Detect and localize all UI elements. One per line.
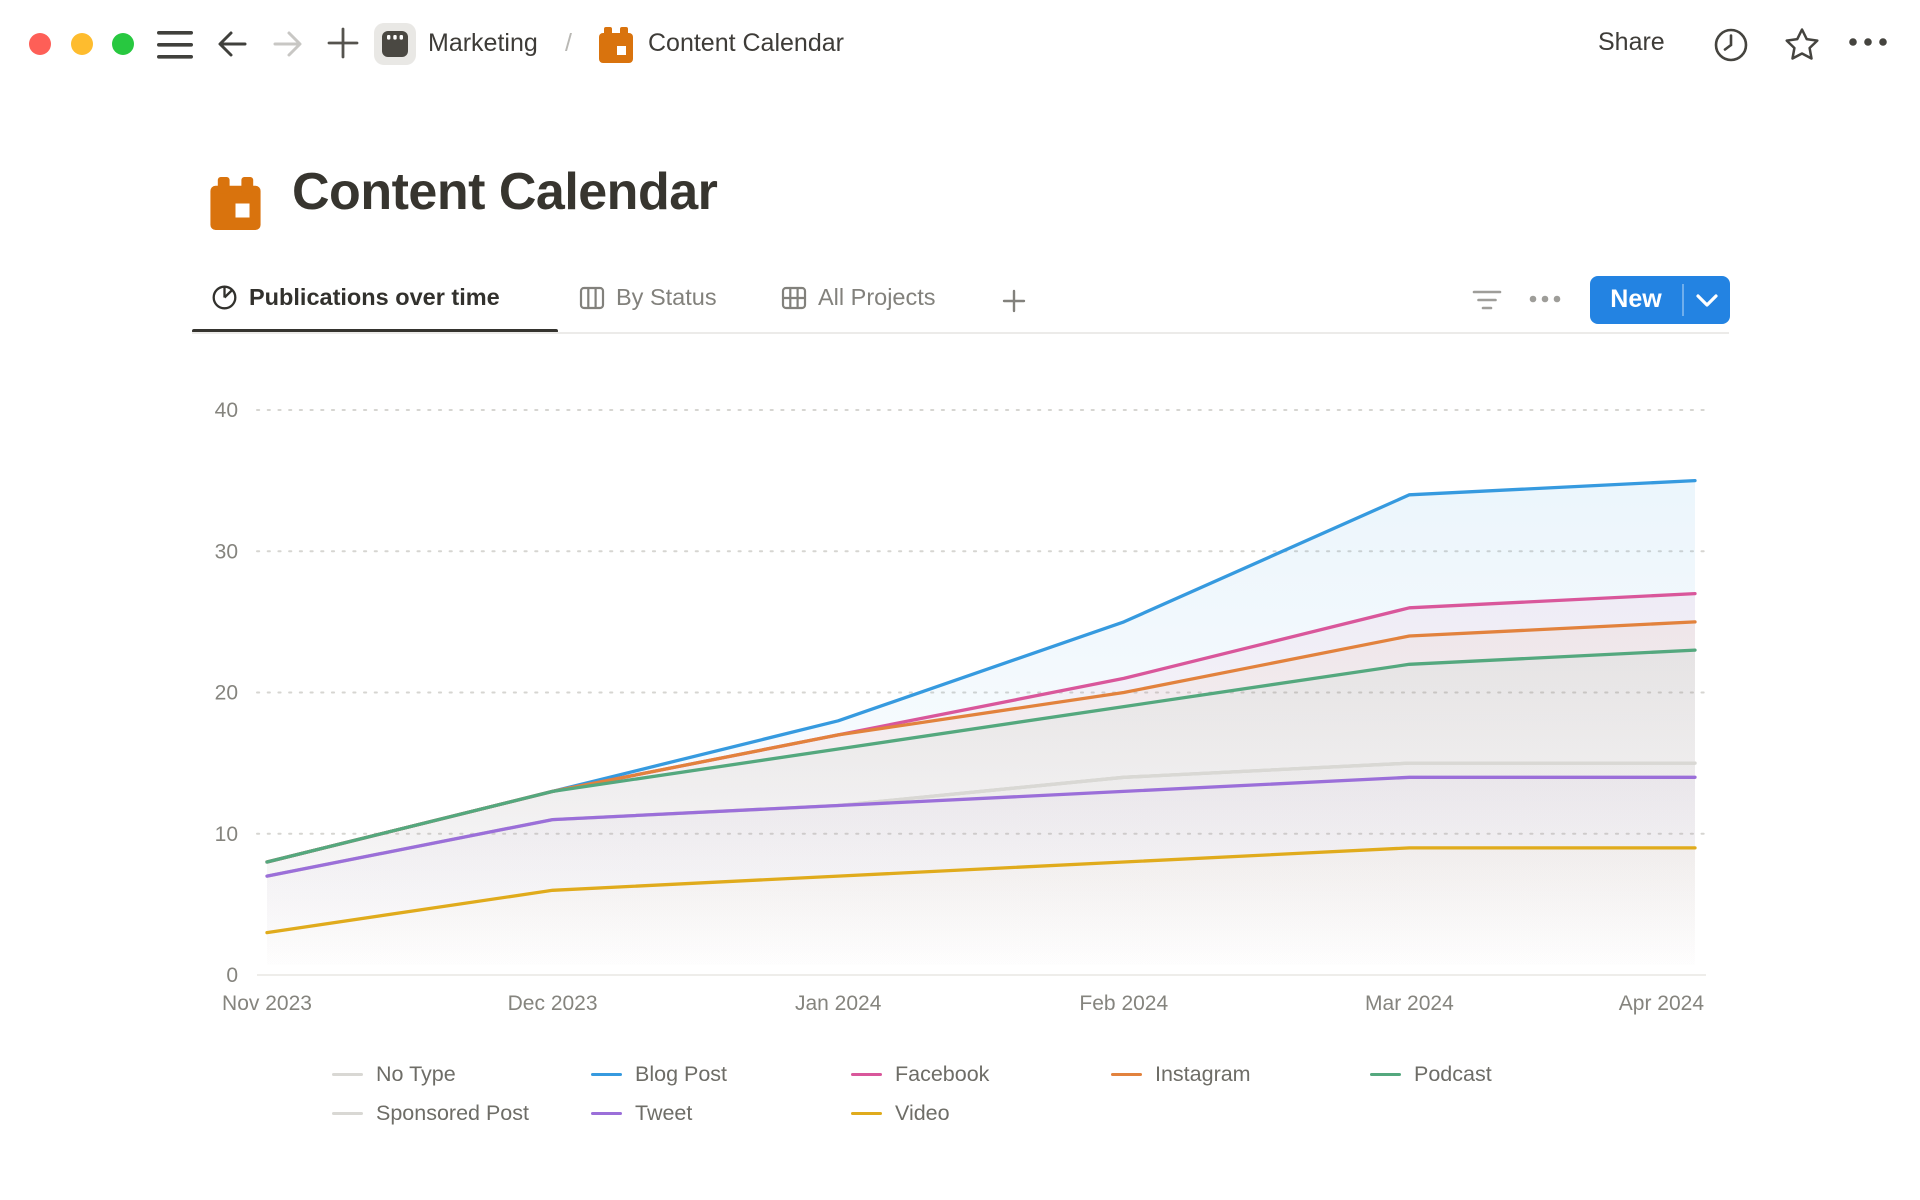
new-page-plus-icon[interactable] — [326, 26, 360, 60]
legend-swatch — [591, 1072, 622, 1077]
window-close-button[interactable] — [29, 33, 51, 55]
more-options-icon[interactable] — [1848, 36, 1890, 48]
legend-swatch — [332, 1111, 363, 1116]
svg-text:Jan 2024: Jan 2024 — [795, 992, 882, 1015]
legend-label: Facebook — [895, 1062, 990, 1086]
svg-text:Nov 2023: Nov 2023 — [222, 992, 312, 1015]
back-arrow-icon[interactable] — [214, 26, 250, 62]
svg-text:Dec 2023: Dec 2023 — [508, 992, 598, 1015]
tab-publications-over-time[interactable]: Publications over time — [211, 284, 500, 311]
svg-text:Apr 2024: Apr 2024 — [1619, 992, 1705, 1015]
filter-sort-icon[interactable] — [1472, 288, 1502, 314]
svg-text:10: 10 — [215, 823, 238, 846]
tab-label: By Status — [616, 284, 717, 310]
tab-label: All Projects — [818, 284, 936, 310]
favorite-star-icon[interactable] — [1782, 25, 1822, 65]
page-icon-calendar[interactable] — [206, 174, 265, 233]
svg-text:30: 30 — [215, 540, 238, 563]
breadcrumb-workspace[interactable]: Marketing — [428, 29, 538, 57]
window-zoom-button[interactable] — [112, 33, 134, 55]
legend-label: Tweet — [635, 1101, 693, 1125]
view-options-icon[interactable] — [1528, 294, 1562, 304]
legend-swatch — [851, 1072, 882, 1077]
svg-text:20: 20 — [215, 682, 238, 705]
forward-arrow-icon[interactable] — [270, 26, 306, 62]
svg-text:40: 40 — [215, 399, 238, 422]
new-button[interactable]: New — [1590, 276, 1730, 324]
page-title[interactable]: Content Calendar — [292, 163, 718, 221]
window-minimize-button[interactable] — [71, 33, 93, 55]
new-button-divider — [1682, 284, 1684, 316]
teamspace-icon[interactable] — [374, 23, 416, 65]
legend-label: Video — [895, 1101, 950, 1125]
tab-label: Publications over time — [249, 284, 500, 310]
legend-item: No Type — [332, 1062, 456, 1087]
legend-item: Video — [851, 1101, 950, 1126]
updates-clock-icon[interactable] — [1712, 26, 1750, 64]
legend-swatch — [851, 1111, 882, 1116]
tab-all-projects[interactable]: All Projects — [781, 284, 936, 311]
board-columns-icon — [579, 286, 605, 309]
legend-label: Podcast — [1414, 1062, 1492, 1086]
legend-label: No Type — [376, 1062, 456, 1086]
legend-label: Blog Post — [635, 1062, 728, 1086]
legend-swatch — [591, 1111, 622, 1116]
legend-item: Facebook — [851, 1062, 989, 1087]
add-view-plus-icon[interactable] — [1002, 289, 1026, 313]
calendar-icon — [599, 27, 633, 63]
tabs-divider — [192, 332, 1729, 334]
tab-by-status[interactable]: By Status — [579, 284, 717, 311]
legend-item: Blog Post — [591, 1062, 727, 1087]
svg-text:0: 0 — [226, 964, 238, 987]
active-tab-underline — [192, 329, 558, 333]
legend-swatch — [1370, 1072, 1401, 1077]
legend-swatch — [332, 1072, 363, 1077]
share-button[interactable]: Share — [1598, 28, 1665, 56]
legend-item: Tweet — [591, 1101, 692, 1126]
legend-label: Sponsored Post — [376, 1101, 529, 1125]
sidebar-menu-icon[interactable] — [157, 29, 193, 61]
legend-swatch — [1111, 1072, 1142, 1077]
legend-item: Instagram — [1111, 1062, 1251, 1087]
pie-chart-icon — [212, 285, 237, 310]
svg-text:Feb 2024: Feb 2024 — [1079, 992, 1168, 1015]
table-icon — [781, 286, 807, 309]
legend-label: Instagram — [1155, 1062, 1251, 1086]
svg-text:Mar 2024: Mar 2024 — [1365, 992, 1454, 1015]
breadcrumb-separator: / — [565, 29, 572, 57]
legend-item: Sponsored Post — [332, 1101, 529, 1126]
legend-item: Podcast — [1370, 1062, 1492, 1087]
new-button-label[interactable]: New — [1610, 285, 1662, 313]
chevron-down-icon[interactable] — [1692, 292, 1722, 310]
breadcrumb-page[interactable]: Content Calendar — [648, 29, 844, 57]
